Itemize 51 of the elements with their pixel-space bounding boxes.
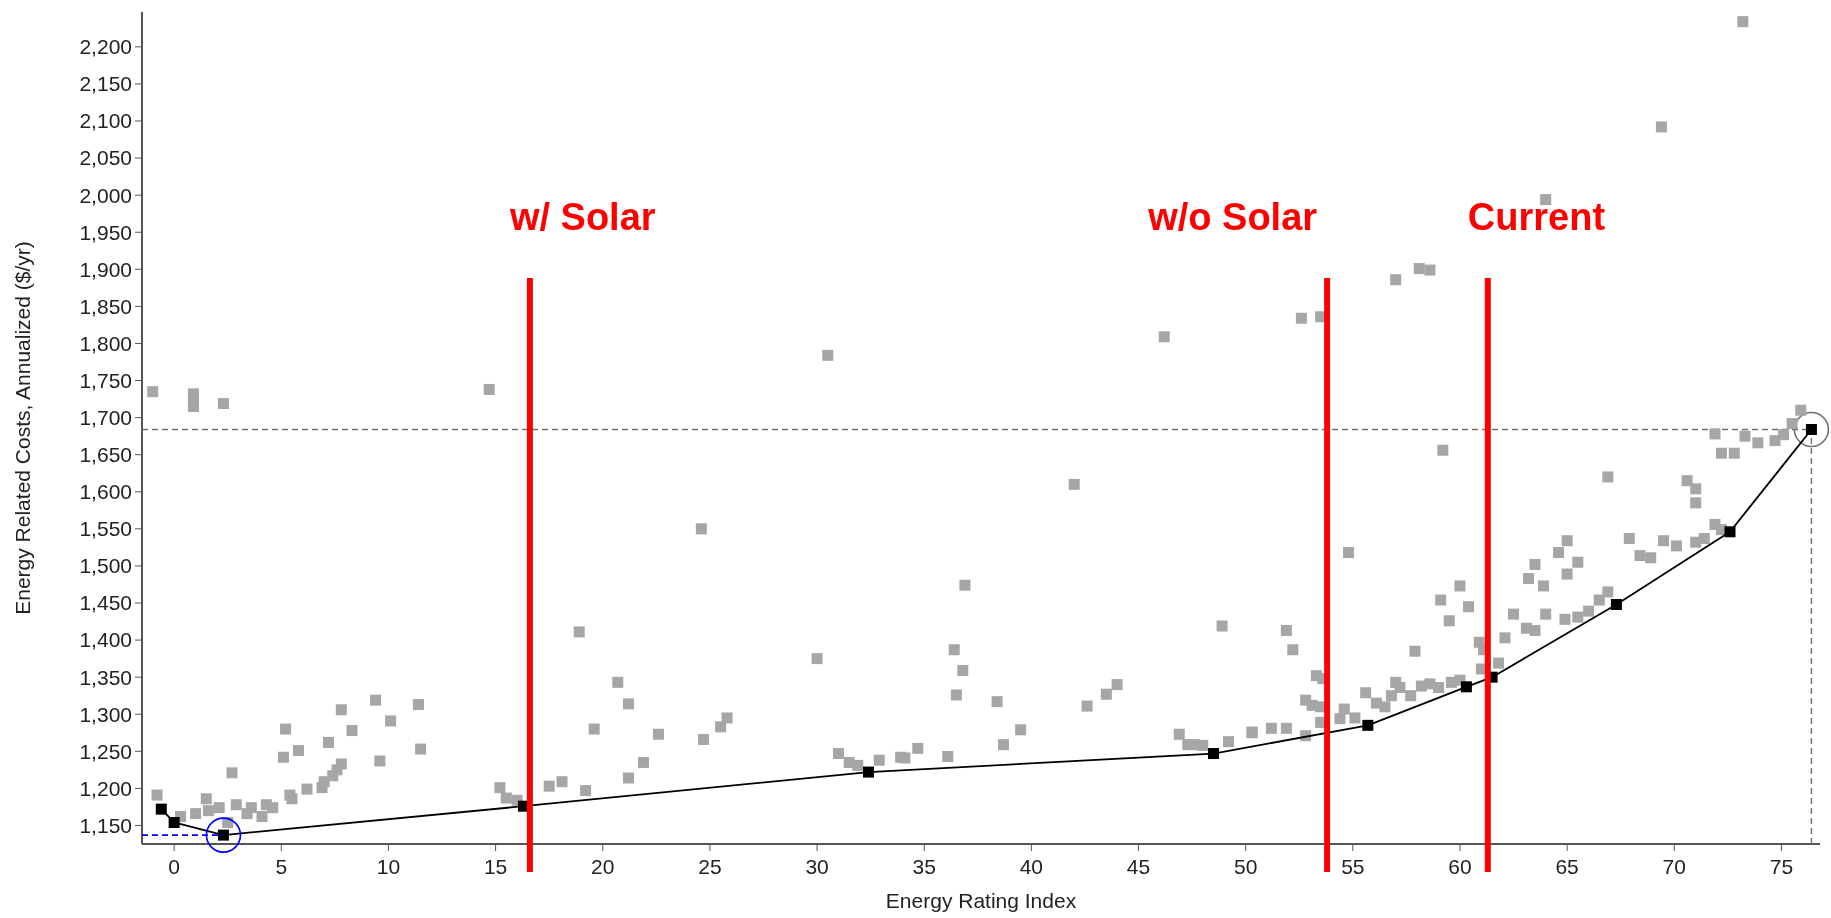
point [1362, 719, 1374, 731]
x-tick-label: 75 [1769, 855, 1794, 878]
y-tick-label: 1,700 [79, 405, 132, 429]
y-tick-label: 2,050 [79, 146, 132, 170]
x-tick-label: 25 [698, 855, 722, 878]
x-tick-label: 45 [1126, 855, 1151, 878]
y-tick-label: 1,850 [79, 294, 132, 318]
y-tick-label: 1,650 [79, 443, 132, 467]
y-tick-label: 1,400 [79, 628, 132, 652]
y-tick-label: 1,450 [79, 591, 132, 615]
x-tick-label: 30 [805, 855, 829, 878]
y-tick-label: 1,950 [79, 220, 132, 244]
y-tick-label: 1,150 [79, 813, 132, 837]
x-tick-label: 70 [1662, 855, 1686, 878]
x-tick-label: 5 [275, 855, 288, 878]
y-tick-label: 2,150 [79, 72, 132, 96]
x-tick-label: 55 [1341, 855, 1365, 878]
y-tick-label: 1,500 [79, 554, 132, 578]
ref-line-label: w/o Solar [1147, 196, 1318, 238]
ref-line-label: Current [1467, 196, 1606, 238]
point [1208, 748, 1220, 760]
y-tick-label: 1,900 [79, 257, 132, 281]
y-tick-label: 1,200 [79, 776, 132, 800]
point [155, 803, 167, 815]
point [1610, 598, 1622, 610]
y-tick-label: 2,200 [79, 35, 132, 59]
ref-line-label: w/ Solar [508, 196, 656, 238]
x-tick-label: 35 [912, 855, 936, 878]
y-tick-label: 1,800 [79, 331, 132, 355]
y-tick-label: 1,750 [79, 368, 132, 392]
point [1460, 681, 1472, 693]
x-tick-label: 65 [1555, 855, 1579, 878]
x-tick-label: 15 [483, 855, 508, 878]
y-tick-label: 1,600 [79, 480, 132, 504]
y-tick-label: 1,300 [79, 702, 132, 726]
x-tick-label: 20 [591, 855, 615, 878]
y-tick-label: 1,350 [79, 665, 132, 689]
point [862, 766, 874, 778]
x-tick-label: 10 [376, 855, 401, 878]
x-tick-label: 0 [168, 855, 180, 878]
point [168, 817, 180, 828]
point [1724, 526, 1736, 538]
y-tick-label: 1,550 [79, 517, 132, 541]
x-tick-label: 50 [1233, 855, 1258, 878]
y-tick-label: 2,100 [79, 109, 132, 133]
x-tick-label: 40 [1019, 855, 1044, 878]
x-tick-label: 60 [1448, 855, 1472, 878]
y-tick-label: 1,250 [79, 739, 132, 763]
y-tick-label: 2,000 [79, 183, 132, 207]
x-axis-title: Energy Rating Index [885, 889, 1077, 912]
y-axis-title: Energy Related Costs, Annualized ($/yr) [11, 241, 34, 615]
